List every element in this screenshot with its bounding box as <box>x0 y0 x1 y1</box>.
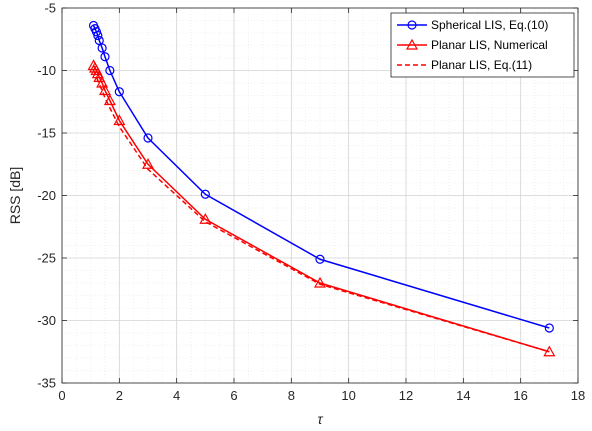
legend: Spherical LIS, Eq.(10) Planar LIS, Numeri… <box>390 12 575 78</box>
x-tick-label: 4 <box>173 388 180 403</box>
y-tick-label: -10 <box>37 63 56 78</box>
x-tick-label: 0 <box>58 388 65 403</box>
y-tick-label: -5 <box>44 1 56 16</box>
data-point-triangle <box>96 76 109 88</box>
legend-label: Spherical LIS, Eq.(10) <box>431 18 548 32</box>
data-point-triangle <box>93 71 106 82</box>
y-tick-label: -25 <box>37 251 56 266</box>
x-tick-label: 6 <box>230 388 237 403</box>
data-point-circle <box>200 189 210 199</box>
data-point-triangle <box>98 84 112 96</box>
data-point-circle <box>114 87 124 97</box>
x-tick-label: 12 <box>399 388 413 403</box>
data-point-triangle <box>113 114 126 126</box>
x-tick-label: 2 <box>116 388 123 403</box>
data-point-circle <box>97 43 107 53</box>
series-1 <box>88 20 554 333</box>
y-tick-label: -15 <box>37 126 56 141</box>
data-point-circle <box>315 254 325 264</box>
x-tick-label: 10 <box>341 388 355 403</box>
data-point-triangle <box>405 38 419 50</box>
x-axis-title: τ <box>317 411 323 427</box>
data-point-triangle <box>543 345 556 357</box>
data-point-circle <box>143 133 153 143</box>
data-point-circle <box>100 52 110 62</box>
y-tick-label: -30 <box>37 313 56 328</box>
y-tick-label: -35 <box>37 376 56 391</box>
legend-label: Planar LIS, Numerical <box>431 38 548 52</box>
data-point-circle <box>93 30 103 41</box>
data-point-circle <box>544 323 554 333</box>
x-tick-label: 8 <box>288 388 295 403</box>
y-tick-label: -20 <box>37 188 56 203</box>
data-point-circle <box>105 65 115 76</box>
data-point-triangle <box>313 276 327 288</box>
y-axis-title: RSS [dB] <box>7 167 23 225</box>
legend-label: Planar LIS, Eq.(11) <box>431 58 532 72</box>
series-2 <box>87 59 556 357</box>
data-point-triangle <box>103 94 116 106</box>
x-tick-label: 18 <box>571 388 585 403</box>
x-tick-label: 16 <box>513 388 527 403</box>
x-tick-label: 14 <box>456 388 470 403</box>
data-point-circle <box>407 20 417 30</box>
